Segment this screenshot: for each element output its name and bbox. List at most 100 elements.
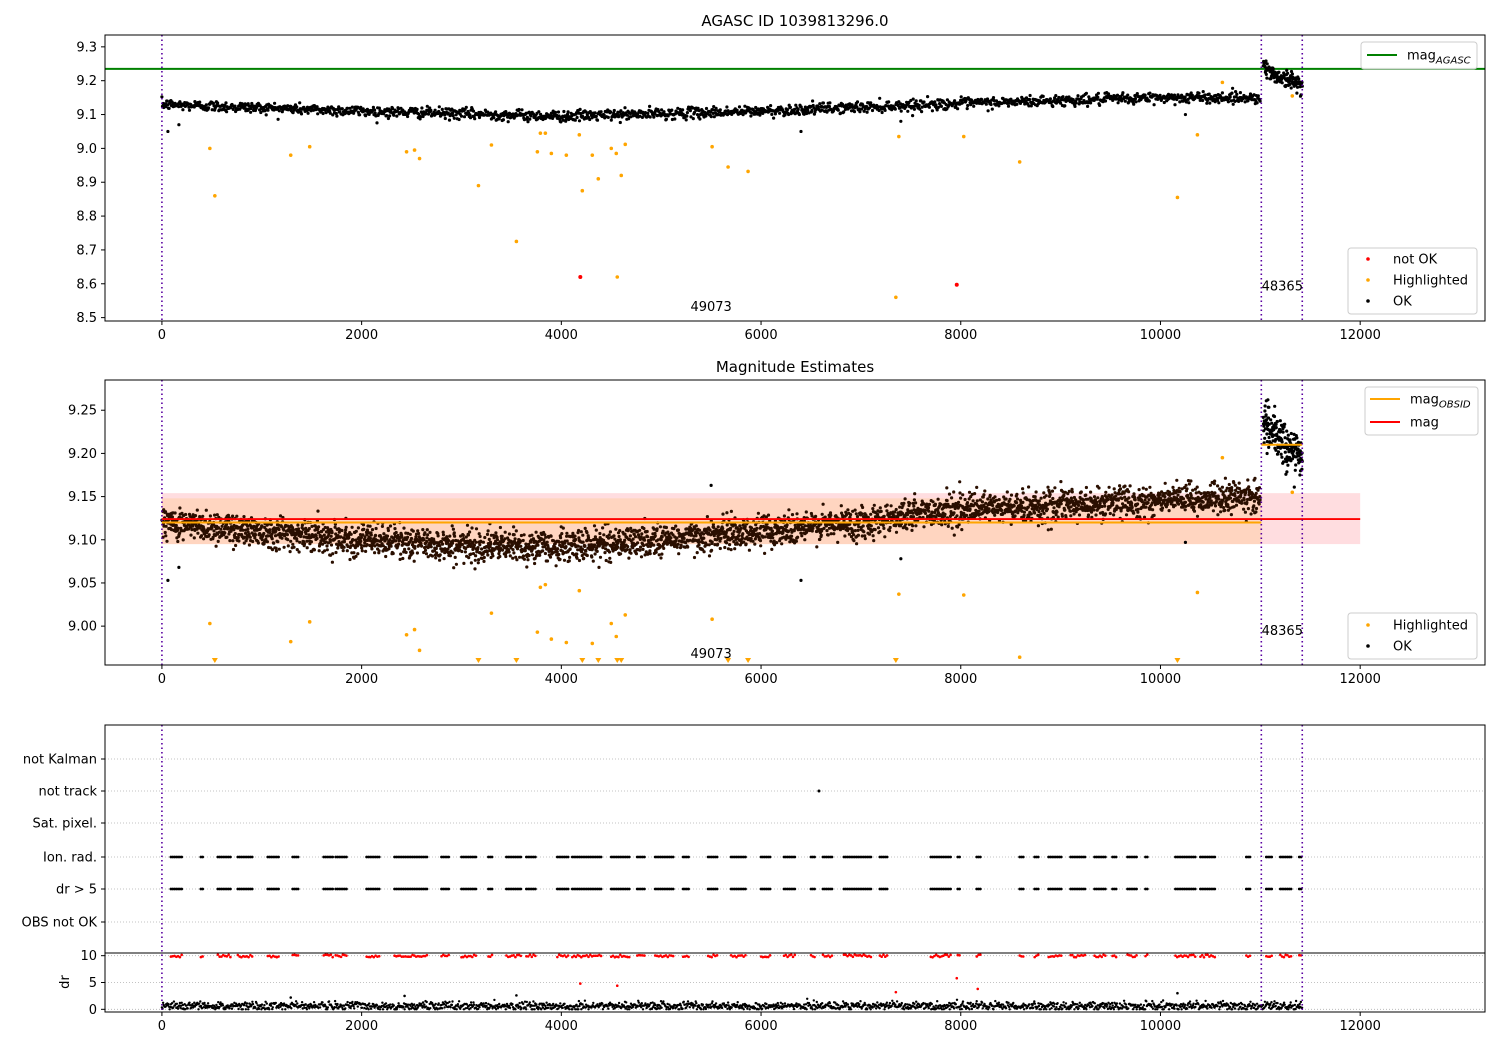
ok-point bbox=[393, 527, 397, 531]
ok-point bbox=[566, 110, 570, 114]
ok-point bbox=[629, 526, 633, 531]
ok-point bbox=[605, 542, 610, 546]
ok-point bbox=[374, 526, 378, 531]
ok-point bbox=[612, 108, 616, 113]
ok-point bbox=[716, 525, 720, 529]
ok-point bbox=[950, 526, 954, 530]
ok-point bbox=[565, 539, 569, 543]
ok-point bbox=[564, 545, 568, 549]
ok-point bbox=[440, 107, 444, 111]
ok-point bbox=[729, 548, 733, 552]
ok-point bbox=[710, 540, 714, 544]
ok-point bbox=[307, 527, 311, 531]
ok-point bbox=[559, 120, 563, 124]
ok-point bbox=[800, 534, 804, 538]
ok-point bbox=[931, 500, 935, 504]
ok-point bbox=[878, 96, 882, 100]
ok-point bbox=[382, 532, 386, 536]
ok-point bbox=[553, 110, 558, 114]
ok-point bbox=[272, 541, 276, 545]
ok-point bbox=[918, 107, 922, 111]
ok-point bbox=[843, 534, 847, 538]
ok-point bbox=[606, 115, 610, 119]
ok-point bbox=[876, 526, 881, 530]
ok-point bbox=[1027, 97, 1032, 102]
ok-point bbox=[273, 101, 277, 105]
ok-point bbox=[675, 536, 679, 540]
ok-point bbox=[640, 532, 644, 536]
ok-point bbox=[855, 100, 860, 104]
highlighted-point bbox=[615, 275, 620, 279]
ok-point bbox=[739, 526, 743, 530]
ok-point bbox=[181, 108, 185, 112]
ok-point bbox=[559, 536, 563, 540]
ok-point bbox=[863, 534, 867, 538]
ok-point bbox=[198, 100, 202, 104]
ok-point bbox=[187, 108, 192, 112]
obs-id-label: 48365 bbox=[1262, 280, 1303, 295]
ok-point bbox=[478, 543, 482, 547]
ok-point bbox=[831, 109, 836, 113]
ok-point bbox=[1027, 485, 1031, 489]
ok-point bbox=[362, 527, 366, 532]
ok-point bbox=[927, 509, 931, 513]
ok-point bbox=[358, 113, 362, 117]
ok-point bbox=[968, 507, 972, 511]
ok-point bbox=[1096, 95, 1100, 99]
ok-point bbox=[359, 539, 363, 544]
ok-point bbox=[1084, 91, 1088, 95]
ok-point bbox=[629, 115, 633, 119]
ok-point bbox=[312, 548, 316, 552]
ok-point bbox=[602, 533, 606, 537]
ok-point bbox=[1264, 72, 1268, 76]
ok-point bbox=[411, 551, 415, 555]
ok-point bbox=[204, 508, 208, 512]
ok-point bbox=[216, 539, 220, 544]
ok-point bbox=[815, 545, 819, 549]
ok-point bbox=[259, 110, 263, 115]
ok-point bbox=[391, 551, 395, 556]
ok-point bbox=[397, 539, 402, 543]
ok-point bbox=[694, 524, 698, 528]
ok-point bbox=[721, 526, 725, 531]
ok-point bbox=[773, 112, 778, 116]
ok-point bbox=[295, 539, 299, 543]
ok-point bbox=[411, 529, 415, 533]
ok-point bbox=[608, 530, 613, 534]
ok-point bbox=[748, 107, 752, 111]
not-ok-point bbox=[954, 282, 959, 287]
ok-point bbox=[468, 530, 472, 534]
ok-point bbox=[1208, 101, 1212, 105]
y-tick-label: 9.3 bbox=[76, 40, 97, 55]
ok-point bbox=[603, 551, 607, 555]
ok-point bbox=[237, 539, 241, 543]
x-axis: 0 2000 4000 6000 8000 10000 12000 bbox=[158, 321, 1381, 343]
ok-point bbox=[956, 107, 960, 111]
ok-point bbox=[329, 534, 333, 538]
ok-point bbox=[955, 514, 959, 518]
ok-point bbox=[459, 114, 464, 118]
ok-point bbox=[741, 113, 745, 117]
ok-point bbox=[460, 549, 464, 554]
ok-point bbox=[609, 118, 613, 122]
ok-point bbox=[543, 551, 548, 556]
ok-point bbox=[702, 536, 706, 540]
ok-point bbox=[698, 528, 702, 532]
ok-point bbox=[469, 561, 473, 565]
ok-point bbox=[1008, 497, 1012, 501]
ok-point bbox=[397, 542, 401, 546]
ok-point bbox=[608, 556, 612, 560]
ok-point bbox=[697, 109, 701, 113]
ok-point bbox=[447, 539, 451, 543]
ok-point bbox=[988, 493, 992, 497]
ok-point bbox=[522, 118, 527, 122]
ok-point bbox=[352, 551, 356, 555]
ok-point bbox=[309, 109, 313, 113]
ok-point bbox=[821, 101, 826, 105]
ok-point bbox=[692, 110, 697, 115]
ok-point bbox=[489, 542, 493, 546]
ok-point bbox=[775, 541, 779, 545]
ok-point bbox=[193, 100, 197, 104]
ok-point bbox=[472, 543, 476, 547]
ok-point bbox=[309, 540, 313, 544]
